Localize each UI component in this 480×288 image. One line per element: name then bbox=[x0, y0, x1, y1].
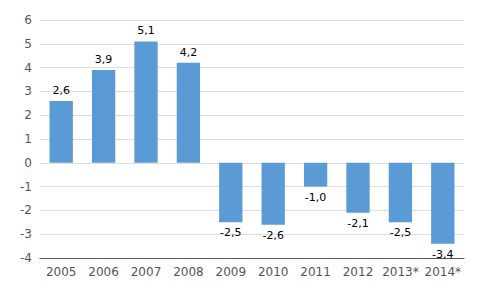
svg-text:4: 4 bbox=[24, 61, 32, 75]
svg-text:4,2: 4,2 bbox=[180, 46, 198, 59]
svg-text:-2: -2 bbox=[20, 203, 32, 217]
svg-text:-2,1: -2,1 bbox=[347, 217, 368, 230]
svg-text:2,6: 2,6 bbox=[52, 84, 69, 97]
svg-text:-3,4: -3,4 bbox=[432, 248, 453, 261]
svg-text:-1,0: -1,0 bbox=[305, 191, 326, 204]
svg-text:2005: 2005 bbox=[46, 265, 77, 279]
svg-text:3: 3 bbox=[24, 84, 32, 98]
svg-text:-2,5: -2,5 bbox=[220, 226, 241, 239]
svg-text:2014*: 2014* bbox=[425, 265, 462, 279]
svg-text:2007: 2007 bbox=[131, 265, 162, 279]
svg-text:5,1: 5,1 bbox=[137, 24, 155, 37]
svg-text:2009: 2009 bbox=[216, 265, 247, 279]
svg-text:-3: -3 bbox=[20, 227, 32, 241]
svg-text:3,9: 3,9 bbox=[95, 53, 113, 66]
svg-text:2013*: 2013* bbox=[382, 265, 419, 279]
svg-text:1: 1 bbox=[24, 132, 32, 146]
svg-text:2011: 2011 bbox=[300, 265, 331, 279]
svg-text:2012: 2012 bbox=[343, 265, 374, 279]
svg-text:2010: 2010 bbox=[258, 265, 289, 279]
svg-text:5: 5 bbox=[24, 37, 32, 51]
svg-text:-2,6: -2,6 bbox=[262, 229, 283, 242]
svg-text:6: 6 bbox=[24, 13, 32, 27]
svg-text:2006: 2006 bbox=[88, 265, 119, 279]
svg-text:0: 0 bbox=[24, 156, 32, 170]
svg-text:2: 2 bbox=[24, 108, 32, 122]
svg-text:-4: -4 bbox=[20, 251, 32, 265]
svg-text:-2,5: -2,5 bbox=[390, 226, 411, 239]
svg-text:-1: -1 bbox=[20, 180, 32, 194]
svg-text:2008: 2008 bbox=[173, 265, 204, 279]
